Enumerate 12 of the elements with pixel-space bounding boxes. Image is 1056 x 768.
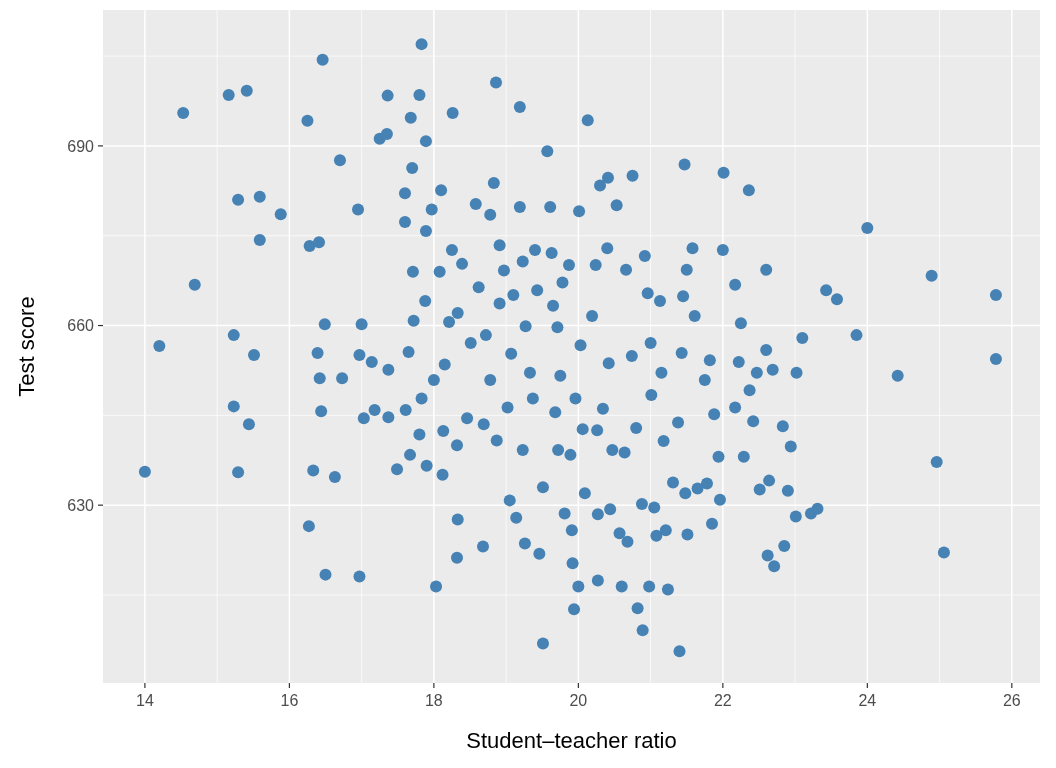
y-tick-label: 630 bbox=[67, 496, 95, 514]
x-tick-label: 26 bbox=[1002, 692, 1021, 709]
x-tick-label: 22 bbox=[713, 692, 732, 709]
x-axis-title: Student–teacher ratio bbox=[466, 728, 677, 753]
x-tick-label: 14 bbox=[136, 692, 154, 709]
x-tick-label: 20 bbox=[569, 692, 588, 709]
y-tick-label: 690 bbox=[67, 137, 95, 155]
y-axis-title: Test score bbox=[14, 296, 39, 397]
x-tick-label: 16 bbox=[280, 692, 299, 709]
y-tick-label: 660 bbox=[67, 317, 95, 335]
x-tick-label: 24 bbox=[858, 692, 877, 709]
x-tick-label: 18 bbox=[424, 692, 443, 709]
